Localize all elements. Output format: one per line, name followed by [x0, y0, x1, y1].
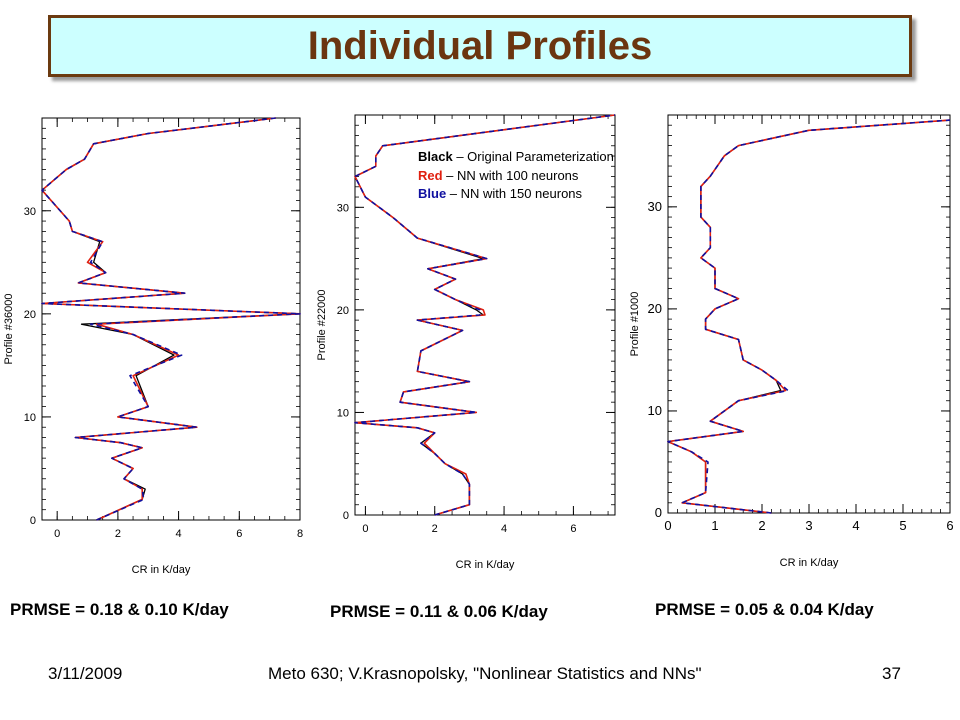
x-axis-label: CR in K/day — [780, 557, 839, 569]
chart-3: 0 1 2 3 4 5 6 0 10 20 30 CR in K/day Profile #1000 — [629, 114, 954, 569]
legend-item-nn150: Blue – NN with 150 neurons — [418, 185, 614, 204]
y-tick-label: 20 — [648, 301, 662, 316]
chart-2: 0 2 4 6 0 10 20 30 CR in K/day Profile #22000 — [316, 114, 616, 571]
x-tick-label: 0 — [54, 528, 60, 540]
x-tick-label: 1 — [711, 518, 718, 533]
title-box: Individual Profiles — [48, 15, 912, 77]
y-tick-label: 30 — [24, 206, 36, 218]
x-tick-label: 8 — [297, 528, 303, 540]
y-tick-label: 20 — [337, 305, 349, 317]
legend-text-nn100: – NN with 100 neurons — [442, 167, 579, 183]
slide-title: Individual Profiles — [307, 23, 653, 68]
plot-frame-2 — [354, 114, 616, 516]
x-tick-label: 4 — [176, 528, 182, 540]
y-tick-label: 30 — [337, 202, 349, 214]
y-tick-label: 10 — [24, 412, 36, 424]
y-axis-label: Profile #36000 — [3, 294, 15, 365]
series-line-nn150 — [354, 114, 616, 516]
chart-1: 0 2 4 6 8 0 10 20 30 CR in K/day Profile #36000 — [3, 117, 303, 576]
legend-item-nn100: Red – NN with 100 neurons — [418, 167, 614, 186]
x-tick-label: 2 — [432, 523, 438, 535]
x-tick-label: 6 — [946, 518, 953, 533]
legend-text-nn150: – NN with 150 neurons — [446, 186, 583, 201]
x-tick-label: 6 — [236, 528, 242, 540]
x-tick-label: 4 — [852, 518, 859, 533]
y-tick-label: 20 — [24, 309, 36, 321]
legend: Black – Original Parameterization Red – … — [418, 148, 614, 204]
y-axis-label: Profile #1000 — [629, 292, 641, 357]
x-axis-label: CR in K/day — [132, 564, 191, 576]
y-tick-label: 0 — [343, 510, 349, 522]
x-tick-label: 0 — [362, 523, 368, 535]
plot-frame-1 — [41, 117, 301, 521]
y-tick-label: 10 — [337, 407, 349, 419]
x-axis-label: CR in K/day — [456, 559, 515, 571]
y-tick-label: 0 — [30, 515, 36, 527]
y-tick-label: 0 — [655, 505, 662, 520]
series-line-nn150 — [41, 117, 301, 521]
x-tick-label: 4 — [501, 523, 507, 535]
prmse-label-3: PRMSE = 0.05 & 0.04 K/day — [655, 600, 874, 619]
x-tick-label: 2 — [115, 528, 121, 540]
y-axis-label: Profile #22000 — [316, 290, 328, 361]
series-line-original — [667, 119, 951, 514]
legend-key-nn100: Red — [418, 167, 443, 183]
y-tick-label: 30 — [648, 199, 662, 214]
x-tick-label: 6 — [570, 523, 576, 535]
legend-text-original: – Original Parameterization — [452, 149, 614, 164]
legend-key-original: Black — [418, 149, 453, 164]
footer-course: Meto 630; V.Krasnopolsky, "Nonlinear Sta… — [268, 664, 702, 683]
series-line-original — [41, 117, 301, 521]
footer-date: 3/11/2009 — [48, 664, 123, 683]
legend-key-nn150: Blue — [418, 186, 447, 201]
series-line-nn100 — [41, 117, 301, 521]
prmse-label-2: PRMSE = 0.11 & 0.06 K/day — [330, 602, 548, 621]
prmse-label-1: PRMSE = 0.18 & 0.10 K/day — [10, 600, 229, 619]
series-line-nn150 — [667, 119, 951, 514]
x-tick-label: 3 — [805, 518, 812, 533]
x-tick-label: 5 — [899, 518, 906, 533]
x-tick-label: 0 — [664, 518, 671, 533]
series-line-nn100 — [667, 119, 951, 514]
footer-page-number: 37 — [882, 664, 901, 683]
x-tick-label: 2 — [758, 518, 765, 533]
y-tick-label: 10 — [648, 403, 662, 418]
legend-item-original: Black – Original Parameterization — [418, 148, 614, 167]
